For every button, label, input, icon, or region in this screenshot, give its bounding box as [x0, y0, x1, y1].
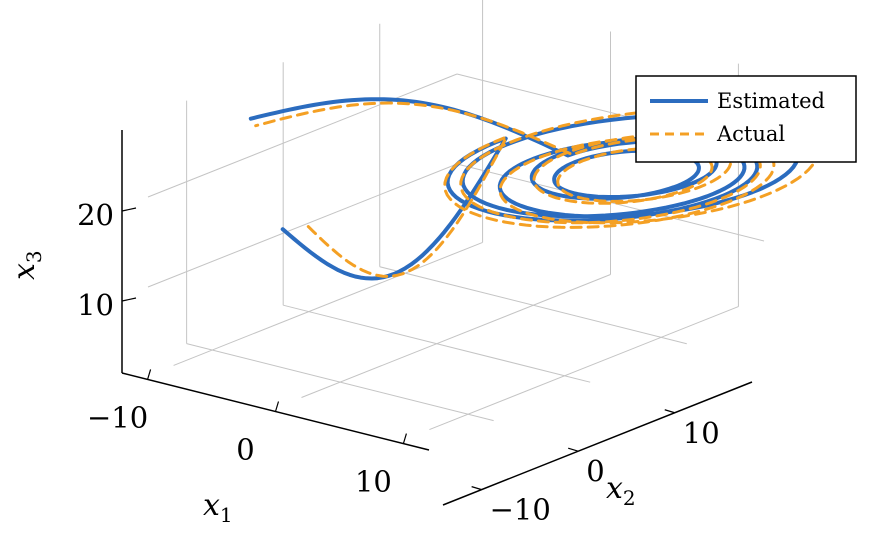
- x3-tick-mark: [121, 297, 137, 302]
- x1-tick-label: −10: [87, 400, 148, 434]
- axes: [121, 130, 753, 506]
- x2-axis-line: [442, 381, 753, 506]
- grid-lines: [147, 0, 765, 431]
- x1-tick-label: 10: [355, 465, 392, 499]
- x2-tick-mark: [471, 486, 482, 491]
- grid-line-side-x3: [147, 163, 458, 288]
- x3-tick-label: 10: [77, 288, 114, 322]
- x2-tick-mark: [664, 409, 675, 414]
- grid-line-floor-x2: [283, 304, 591, 383]
- legend: Estimated Actual: [635, 75, 857, 163]
- x1-tick-mark: [274, 401, 280, 412]
- grid-line-side-x3: [147, 73, 458, 198]
- x3-axis-label-group: x3: [7, 250, 46, 280]
- legend-label-estimated: Estimated: [717, 89, 825, 113]
- legend-box: [635, 75, 857, 163]
- x2-tick-label: −10: [490, 493, 551, 527]
- grid-line-floor-x2: [186, 343, 494, 422]
- x3-axis-label: x3: [7, 250, 46, 280]
- x1-tick-mark: [402, 433, 407, 444]
- series-line-estimated: [248, 97, 801, 281]
- x2-axis-label: x2: [606, 471, 636, 510]
- series-line-actual: [254, 101, 819, 278]
- grid-line-floor-x1: [301, 274, 611, 398]
- x3-tick-mark: [121, 207, 137, 212]
- x1-tick-label: 0: [236, 433, 254, 467]
- series-group: [248, 97, 819, 281]
- grid-line-floor-x1: [429, 306, 739, 431]
- x1-axis-label: x1: [203, 488, 233, 527]
- x3-tick-label: 20: [77, 198, 114, 232]
- x1-tick-mark: [147, 369, 152, 380]
- x2-tick-label: 10: [683, 416, 720, 450]
- x2-tick-mark: [568, 447, 579, 452]
- x2-tick-label: 0: [586, 454, 604, 488]
- tick-labels: −10 0 10 −10 0 10 10 20: [77, 198, 720, 527]
- grid-line-floor-x2: [379, 266, 687, 345]
- legend-label-actual: Actual: [716, 122, 785, 146]
- grid-line-floor-x1: [173, 241, 483, 366]
